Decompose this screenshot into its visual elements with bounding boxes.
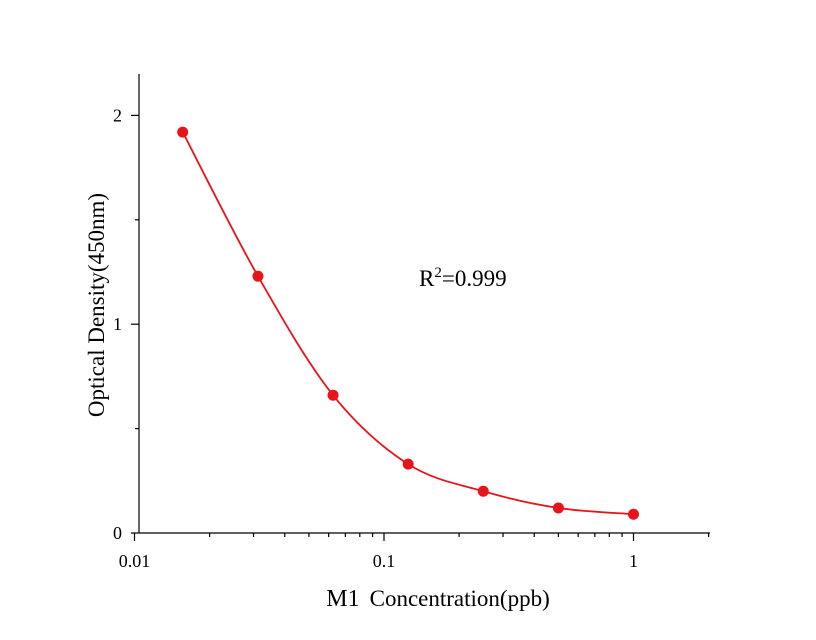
y-ticks: 0 1 2	[113, 105, 139, 543]
r-squared-base: R	[419, 266, 435, 291]
data-points	[177, 126, 639, 520]
axes: 0.01 0.1 1 0 1 2	[113, 74, 710, 571]
data-point	[402, 458, 414, 470]
data-point	[628, 508, 639, 520]
fit-curve	[181, 131, 634, 516]
data-point	[252, 270, 264, 282]
y-tick-label: 1	[113, 314, 122, 334]
y-tick-label: 0	[113, 523, 122, 543]
y-axis-label: Optical Density(450nm)	[84, 193, 109, 417]
x-axis-label-prefix: M1	[326, 586, 359, 612]
x-tick-label: 0.1	[373, 551, 396, 571]
y-tick-label: 2	[113, 105, 122, 125]
r-squared-value: =0.999	[442, 266, 507, 291]
r-squared-annotation: R2=0.999	[419, 265, 507, 291]
data-point	[177, 126, 189, 138]
data-point	[552, 502, 564, 514]
x-axis-label: M1 Concentration(ppb)	[326, 586, 549, 612]
r-squared-superscript: 2	[434, 265, 442, 281]
data-point	[327, 389, 339, 401]
x-tick-label: 0.01	[119, 551, 151, 571]
x-axis-label-text: Concentration(ppb)	[370, 586, 550, 611]
x-tick-label: 1	[629, 551, 638, 571]
data-point	[477, 485, 489, 497]
x-ticks: 0.01 0.1 1	[119, 533, 710, 571]
